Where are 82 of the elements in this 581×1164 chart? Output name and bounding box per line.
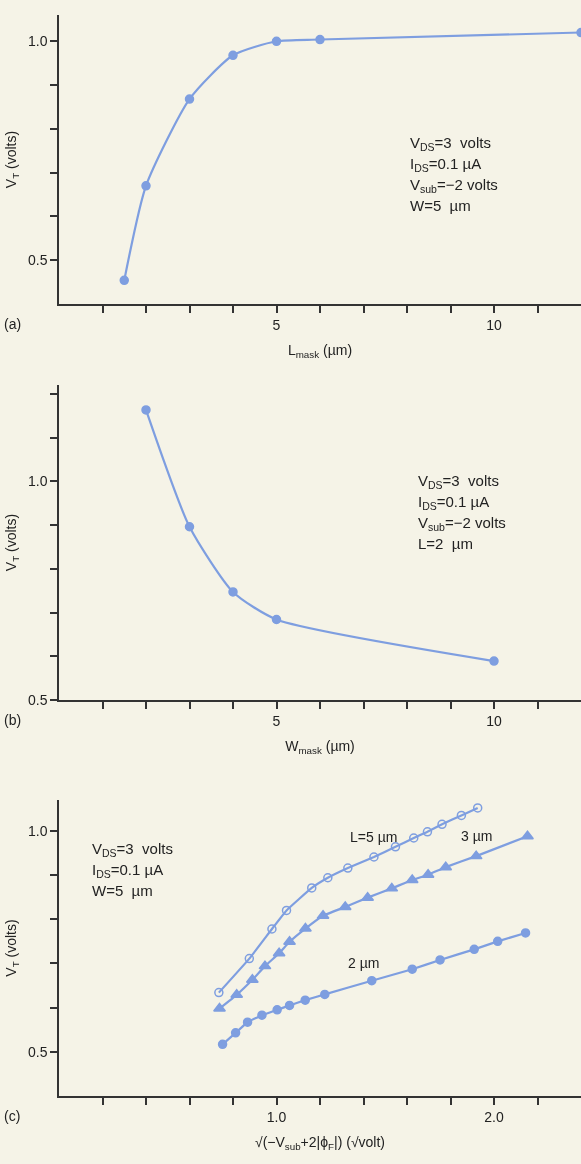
y-tick-label: 0.5 [27,691,48,708]
point [421,868,435,878]
x-axis-title: L$_{mask}$ (µm) [287,342,353,361]
point [343,863,353,873]
point [230,989,244,999]
point [228,587,238,597]
point [435,955,445,965]
point [315,34,325,45]
point [245,974,259,984]
annotation: V$_{sub}$=−2 volts [418,514,506,534]
x-tick-label: 10 [486,712,502,729]
annotation: V$_{DS}$=3 volts [418,472,499,492]
point [385,882,399,892]
point [228,50,238,61]
point [306,883,317,893]
point [272,947,286,957]
point [284,1000,295,1011]
point [469,944,479,955]
point [242,1017,253,1027]
series-label: 2 µm [348,955,380,971]
point [323,873,333,883]
point [422,827,433,837]
text: (a) [4,316,22,332]
point [184,522,195,532]
annotation: W=5 µm [410,197,471,214]
annotation: I$_{DS}$=0.1 µA [92,861,164,881]
point [271,36,282,47]
point [230,1028,241,1038]
point [184,94,195,104]
text: (b) [4,712,22,728]
x-axis-title: W$_{mask}$ (µm) [285,738,355,757]
y-tick-label: 0.5 [27,1043,48,1060]
y-tick-label: 1.0 [27,473,48,490]
point [338,901,352,911]
point [271,614,282,625]
point [472,803,483,813]
text: (c) [4,1108,21,1124]
annotation: W=5 µm [92,882,153,899]
annotation: L=2 µm [418,535,473,552]
annotation: I$_{DS}$=0.1 µA [418,493,490,513]
point [283,936,297,946]
point [408,833,419,843]
annotation: V$_{DS}$=3 volts [92,840,173,860]
point [214,987,224,998]
x-tick-label: 2.0 [484,1108,504,1125]
point [405,874,419,884]
point [141,181,151,191]
y-tick-label: 1.0 [27,33,48,50]
point [244,953,255,964]
x-tick-label: 5 [272,316,281,333]
point [520,928,531,938]
point [217,1039,228,1050]
point [361,891,375,901]
x-tick-label: 5 [272,712,281,729]
annotation: V$_{DS}$=3 volts [410,134,491,154]
point [257,1010,267,1020]
x-tick-label: 10 [486,316,502,333]
point [456,810,467,821]
point [119,275,129,286]
point [367,975,377,986]
point [141,405,151,415]
point [267,924,277,934]
series-label: 3 µm [461,828,493,844]
point [489,656,499,666]
point [437,819,447,830]
y-tick-label: 1.0 [27,822,48,839]
point [320,989,330,1000]
annotation: V$_{sub}$=−2 volts [410,176,498,196]
y-tick-label: 0.5 [27,252,48,269]
point [272,1005,282,1015]
annotation: I$_{DS}$=0.1 µA [410,155,482,175]
point [439,861,453,871]
point [281,905,292,916]
series-label: L=5 µm [350,829,398,845]
point [258,960,272,970]
x-axis-title: √(−V$_{sub}$+2|ϕ$_{F}$|) (√volt) [254,1134,386,1153]
point [492,936,503,947]
point [300,995,310,1005]
point [369,852,379,862]
point [469,850,483,860]
point [298,922,312,932]
point [407,964,417,974]
